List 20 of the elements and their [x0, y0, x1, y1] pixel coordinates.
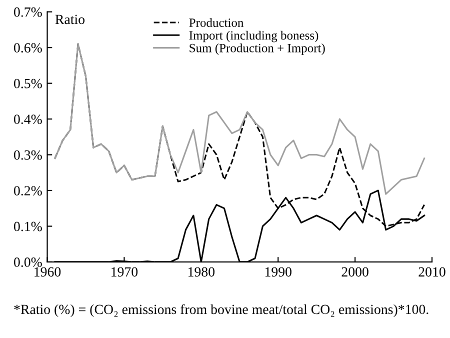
- x-tick-label: 2010: [418, 267, 446, 277]
- x-tick-label: 1970: [112, 267, 138, 277]
- y-tick-label: 0.3%: [14, 150, 42, 160]
- y-tick-label: 0.4%: [14, 114, 42, 124]
- y-tick-label: 0.0%: [14, 258, 42, 267]
- text: *Ratio (%) = (CO₂ emissions from bovine meat/total CO₂ emissions)*100.: [14, 304, 428, 317]
- y-tick-label: 0.1%: [14, 222, 42, 232]
- line-series: [54, 43, 426, 195]
- legend-label: Import (including boness): [189, 30, 318, 42]
- x-tick-label: 2000: [342, 267, 368, 277]
- legend-label: Production: [189, 18, 244, 27]
- y-tick-label: 0.2%: [14, 186, 42, 196]
- y-tick-label: 0.6%: [14, 43, 42, 53]
- y-tick-label: 0.5%: [14, 78, 42, 88]
- x-tick-label: 1980: [188, 267, 215, 277]
- x-tick-label: 1990: [265, 267, 292, 277]
- x-tick-label: 1960: [34, 267, 61, 277]
- y-axis-title: Ratio: [55, 14, 85, 24]
- y-tick-label: 0.7%: [14, 7, 42, 17]
- legend-label: Sum (Production + Import): [190, 44, 325, 55]
